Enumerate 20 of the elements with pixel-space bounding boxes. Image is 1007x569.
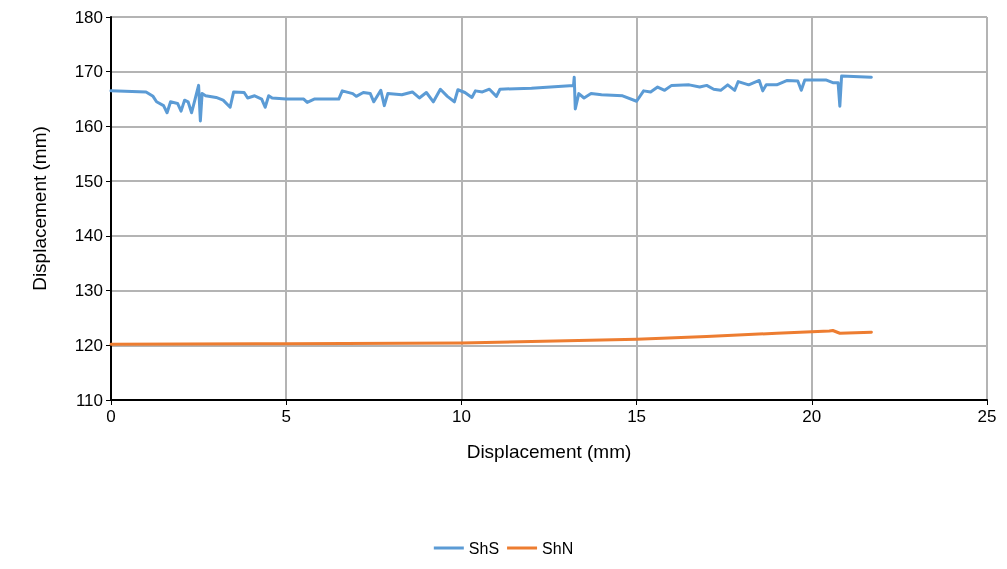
x-axis-title: Displacement (mm) bbox=[466, 441, 632, 462]
legend-label: ShS bbox=[468, 539, 500, 557]
y-tick-label: 140 bbox=[74, 226, 103, 246]
y-tick-label: 110 bbox=[75, 390, 103, 410]
x-tick-label: 0 bbox=[106, 407, 116, 426]
x-tick-label: 5 bbox=[281, 407, 291, 426]
x-tick-label: 20 bbox=[802, 407, 822, 426]
line-series bbox=[109, 74, 873, 123]
x-tick-label: 25 bbox=[977, 407, 997, 426]
y-tick-label: 150 bbox=[74, 171, 103, 191]
y-tick-label: 120 bbox=[74, 335, 103, 355]
y-tick-label: 180 bbox=[74, 7, 103, 27]
x-tick-label: 10 bbox=[451, 407, 471, 426]
y-axis-title: Displacement (mm) bbox=[29, 126, 50, 291]
legend-label: ShN bbox=[542, 539, 574, 557]
y-tick-label: 160 bbox=[74, 116, 103, 136]
x-tick-label: 15 bbox=[627, 407, 647, 426]
line-series bbox=[109, 329, 873, 346]
y-tick-label: 170 bbox=[74, 62, 103, 82]
y-tick-label: 130 bbox=[74, 281, 103, 301]
